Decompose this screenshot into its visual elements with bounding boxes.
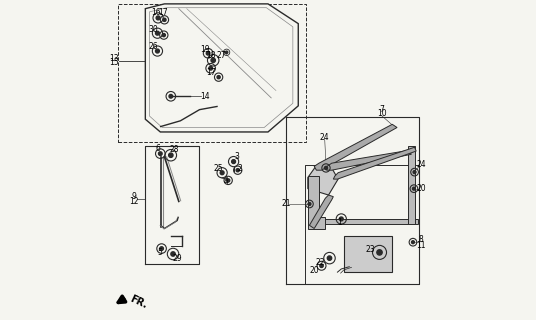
Circle shape [220, 171, 224, 175]
Polygon shape [308, 166, 338, 195]
Text: 2: 2 [237, 164, 242, 173]
Text: 3: 3 [234, 152, 239, 161]
Text: 27: 27 [216, 51, 226, 60]
Circle shape [324, 166, 327, 170]
Circle shape [308, 203, 311, 205]
Polygon shape [408, 146, 414, 224]
Circle shape [162, 34, 166, 37]
Circle shape [209, 67, 212, 70]
Circle shape [169, 94, 173, 98]
Circle shape [159, 152, 162, 156]
Polygon shape [333, 147, 416, 179]
Circle shape [225, 51, 228, 53]
Text: 28: 28 [169, 145, 179, 154]
Circle shape [156, 16, 160, 20]
Circle shape [163, 18, 166, 21]
Circle shape [320, 264, 323, 268]
Circle shape [206, 52, 210, 55]
Circle shape [327, 256, 332, 260]
Text: 9: 9 [132, 192, 137, 201]
Circle shape [211, 58, 215, 62]
Polygon shape [308, 219, 418, 224]
Text: 20: 20 [309, 266, 319, 276]
Text: 4: 4 [224, 177, 228, 186]
Text: 25: 25 [213, 164, 223, 173]
Text: 13: 13 [109, 53, 118, 62]
Circle shape [227, 179, 230, 182]
Text: 10: 10 [377, 109, 387, 118]
Circle shape [339, 217, 343, 221]
Circle shape [155, 31, 159, 35]
Text: 26: 26 [148, 42, 158, 52]
Text: 20: 20 [416, 184, 426, 193]
Text: 14: 14 [200, 92, 210, 101]
Text: 29: 29 [173, 254, 182, 263]
Text: 6: 6 [155, 144, 160, 153]
Text: 21: 21 [281, 199, 291, 208]
Text: 11: 11 [416, 241, 426, 250]
Circle shape [171, 252, 175, 256]
Circle shape [413, 171, 416, 173]
Circle shape [412, 241, 414, 244]
Text: 24: 24 [320, 132, 330, 141]
Text: 16: 16 [151, 8, 161, 17]
Circle shape [155, 49, 159, 53]
Bar [345, 236, 392, 272]
Text: 15: 15 [109, 58, 118, 67]
Circle shape [217, 76, 220, 79]
Circle shape [169, 153, 173, 157]
Text: 5: 5 [157, 248, 162, 257]
Circle shape [236, 169, 239, 172]
Circle shape [377, 250, 382, 255]
Text: 12: 12 [129, 197, 139, 206]
Circle shape [413, 187, 415, 190]
Text: 17: 17 [206, 68, 215, 76]
Text: 8: 8 [419, 235, 423, 244]
Text: 7: 7 [379, 105, 384, 114]
Text: FR.: FR. [128, 293, 148, 310]
Polygon shape [326, 150, 411, 170]
Circle shape [160, 247, 163, 250]
Polygon shape [314, 124, 397, 170]
Text: 19: 19 [200, 44, 210, 54]
Text: 17: 17 [159, 8, 168, 17]
Text: 24: 24 [416, 160, 426, 169]
Polygon shape [308, 176, 325, 228]
Text: 23: 23 [365, 245, 375, 254]
Text: 18: 18 [206, 51, 216, 60]
Text: 30: 30 [148, 25, 158, 34]
Polygon shape [145, 4, 298, 132]
Text: 1: 1 [338, 218, 343, 227]
Circle shape [232, 160, 235, 164]
Polygon shape [309, 195, 333, 228]
Text: 22: 22 [316, 258, 325, 267]
